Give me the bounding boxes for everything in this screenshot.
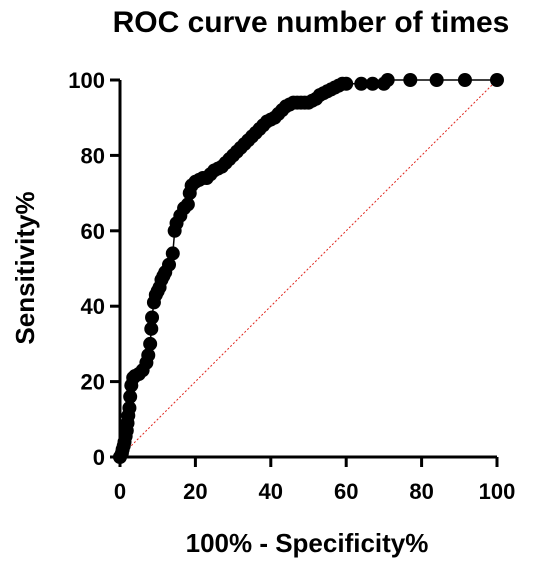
roc-point <box>380 73 395 87</box>
y-tick-label: 40 <box>81 294 105 319</box>
roc-point <box>339 76 354 91</box>
x-tick-label: 80 <box>409 479 433 504</box>
reference-diagonal-line <box>119 79 498 458</box>
roc-point <box>143 336 158 351</box>
roc-points <box>113 73 504 464</box>
x-tick-label: 100 <box>479 479 516 504</box>
roc-point <box>457 73 472 87</box>
x-tick-label: 40 <box>259 479 283 504</box>
y-tick-label: 60 <box>81 219 105 244</box>
roc-point <box>180 197 195 212</box>
x-tick-label: 60 <box>334 479 358 504</box>
y-tick-label: 100 <box>68 68 105 93</box>
x-axis-ticks: 0 20 40 60 80 100 <box>114 457 515 504</box>
roc-point <box>365 76 380 91</box>
x-tick-label: 0 <box>114 479 126 504</box>
y-tick-label: 0 <box>93 445 105 470</box>
x-tick-label: 20 <box>183 479 207 504</box>
roc-point <box>162 257 177 272</box>
roc-point <box>144 321 159 336</box>
roc-point <box>123 389 138 404</box>
y-tick-label: 80 <box>81 143 105 168</box>
roc-point <box>490 73 504 87</box>
roc-point <box>122 400 137 415</box>
x-axis-label: 100% - Specificity% <box>186 528 429 558</box>
roc-point <box>141 348 156 363</box>
roc-point <box>354 76 369 91</box>
roc-point <box>165 246 180 261</box>
y-axis-label: Sensitivity% <box>10 191 40 344</box>
roc-point <box>403 73 418 87</box>
y-tick-label: 20 <box>81 370 105 395</box>
roc-point <box>145 310 160 325</box>
roc-point <box>429 73 444 87</box>
chart-title: ROC curve number of times <box>113 6 510 39</box>
y-axis-ticks: 0 20 40 60 80 100 <box>68 68 120 470</box>
